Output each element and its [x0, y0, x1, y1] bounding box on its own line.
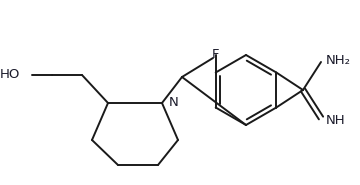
Text: HO: HO — [0, 68, 20, 82]
Text: F: F — [212, 48, 220, 60]
Text: NH₂: NH₂ — [326, 53, 351, 66]
Text: NH: NH — [326, 114, 346, 127]
Text: N: N — [169, 97, 179, 110]
